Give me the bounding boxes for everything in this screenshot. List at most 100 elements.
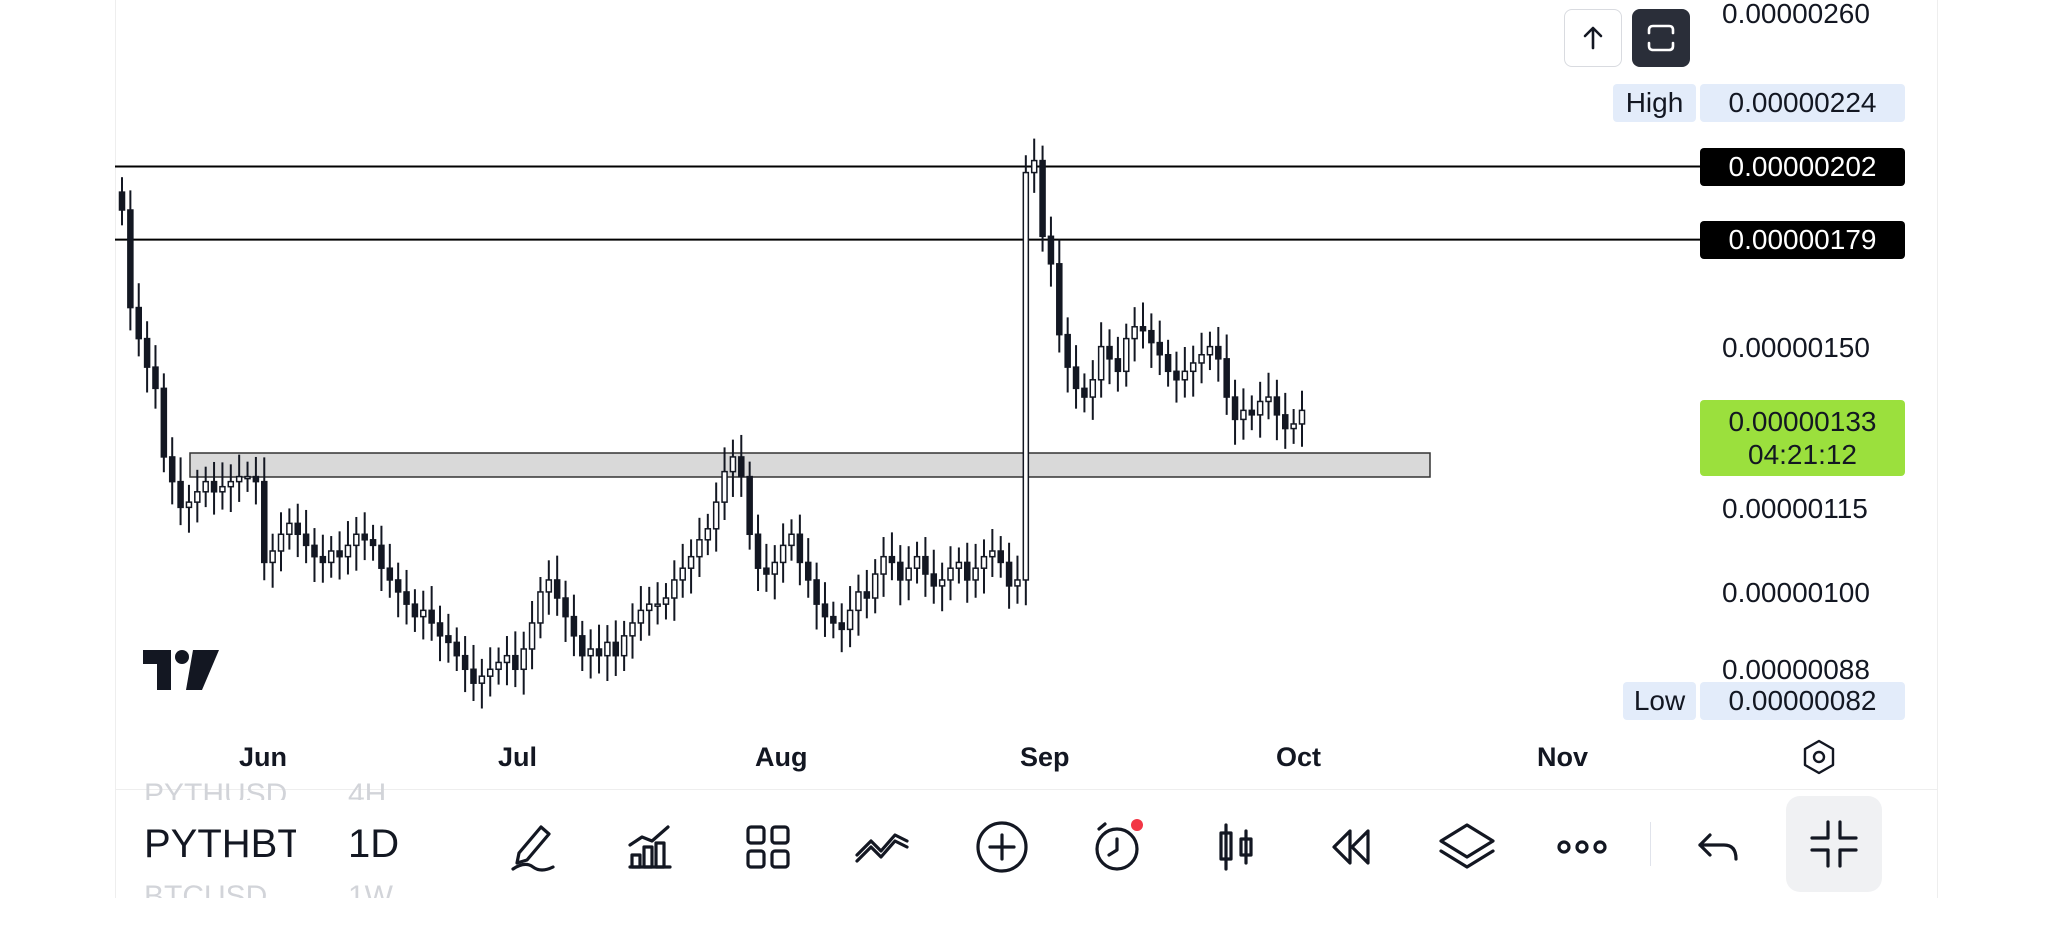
drawing-tools-button[interactable] [501,815,565,879]
candle-body [470,668,477,684]
add-symbol-button[interactable] [970,815,1034,879]
undo-button[interactable] [1686,815,1750,879]
candle-body [629,622,636,637]
candle-body [696,539,703,558]
chart-style-button[interactable] [1204,815,1268,879]
candle-body [486,668,494,677]
exit-fullscreen-button[interactable] [1786,796,1882,892]
candle [420,590,427,640]
candle [620,620,628,671]
candle [821,582,829,637]
candle-body [1156,341,1163,356]
indicators-button[interactable] [618,815,682,879]
candle-body [143,337,151,368]
candle-body [378,544,385,569]
candle-body [478,675,486,684]
candle-body [813,579,820,605]
candle [754,514,762,592]
horizontal-line-price-label[interactable]: 0.00000202 [1700,148,1905,186]
interval-picker[interactable]: 1D [348,822,400,866]
candle-body [913,555,921,569]
candle-body [428,609,435,624]
candle [855,574,862,636]
interval-picker-prev[interactable]: 4H [348,778,387,800]
replay-button[interactable] [1318,815,1382,879]
symbol-picker-prev[interactable]: PYTHUSD [144,778,288,800]
candle [495,647,502,685]
candle [838,603,845,653]
candle-body [1030,159,1038,174]
candle [177,457,184,526]
candle [1290,409,1297,444]
candle-body [1039,159,1046,238]
support-zone-rectangle [189,452,1431,478]
interval-picker-next[interactable]: 1W [348,880,393,898]
symbol-picker-next[interactable]: BTCUSD [144,880,268,898]
selection-mode-button[interactable] [1632,9,1690,67]
layers-button[interactable] [1435,815,1499,879]
candle-style-icon [1219,823,1253,871]
symbol-picker[interactable]: PYTHBTC [144,822,296,866]
candle-body [905,567,912,581]
candle [118,177,126,226]
chart-settings-button[interactable] [1800,738,1838,781]
more-button[interactable] [1550,815,1614,879]
candle [1256,381,1264,438]
tradingview-logo[interactable] [143,650,219,695]
candle-body [1265,396,1272,403]
alerts-button[interactable] [1087,815,1151,879]
candle [302,509,310,564]
candle [1097,322,1105,398]
candle-body [838,622,845,631]
price-axis-label: 0.00000150 [1722,332,1870,363]
candle-body [353,533,360,547]
candle [486,647,494,697]
candle [470,644,477,701]
candle-body [989,550,996,558]
candle-body [528,622,536,650]
candle [679,543,686,598]
price-chart[interactable] [0,0,2048,790]
candle [629,603,636,659]
candle-body [336,550,343,558]
arrow-up-icon [1583,26,1603,50]
last-price-value: 0.00000133 [1728,406,1877,437]
candle [528,600,536,670]
candle-body [579,635,586,657]
layout-button[interactable] [736,815,800,879]
candle [261,457,268,581]
candle [520,631,527,695]
candle-body [963,561,971,581]
candle [637,586,645,641]
horizontal-line-price-label[interactable]: 0.00000179 [1700,221,1905,259]
candle-body [294,522,302,536]
candle [1131,307,1138,362]
candle-body [712,501,720,530]
candle-body [261,480,268,564]
candle [997,536,1004,578]
candle-body [286,522,293,536]
candle-body [1047,235,1055,265]
compare-button[interactable] [851,815,915,879]
candle [1240,388,1247,440]
candle [871,559,879,614]
candle [1122,323,1130,387]
candle-body [1139,326,1147,332]
candle [1181,347,1189,398]
scroll-to-latest-button[interactable] [1564,9,1622,67]
candle [545,560,553,615]
candle-body [997,550,1004,564]
candle-body [788,533,795,547]
candle-body [587,648,594,657]
candle-body [1173,370,1180,381]
toolbar-separator [1650,822,1651,866]
candle-body [1056,263,1063,336]
candle-body [955,561,963,569]
candle [712,482,720,552]
candle-body [436,622,444,637]
candle [143,321,151,393]
candle [930,549,938,604]
candle-body [210,480,218,493]
candle [553,555,561,616]
time-axis-label: Jul [498,742,538,772]
